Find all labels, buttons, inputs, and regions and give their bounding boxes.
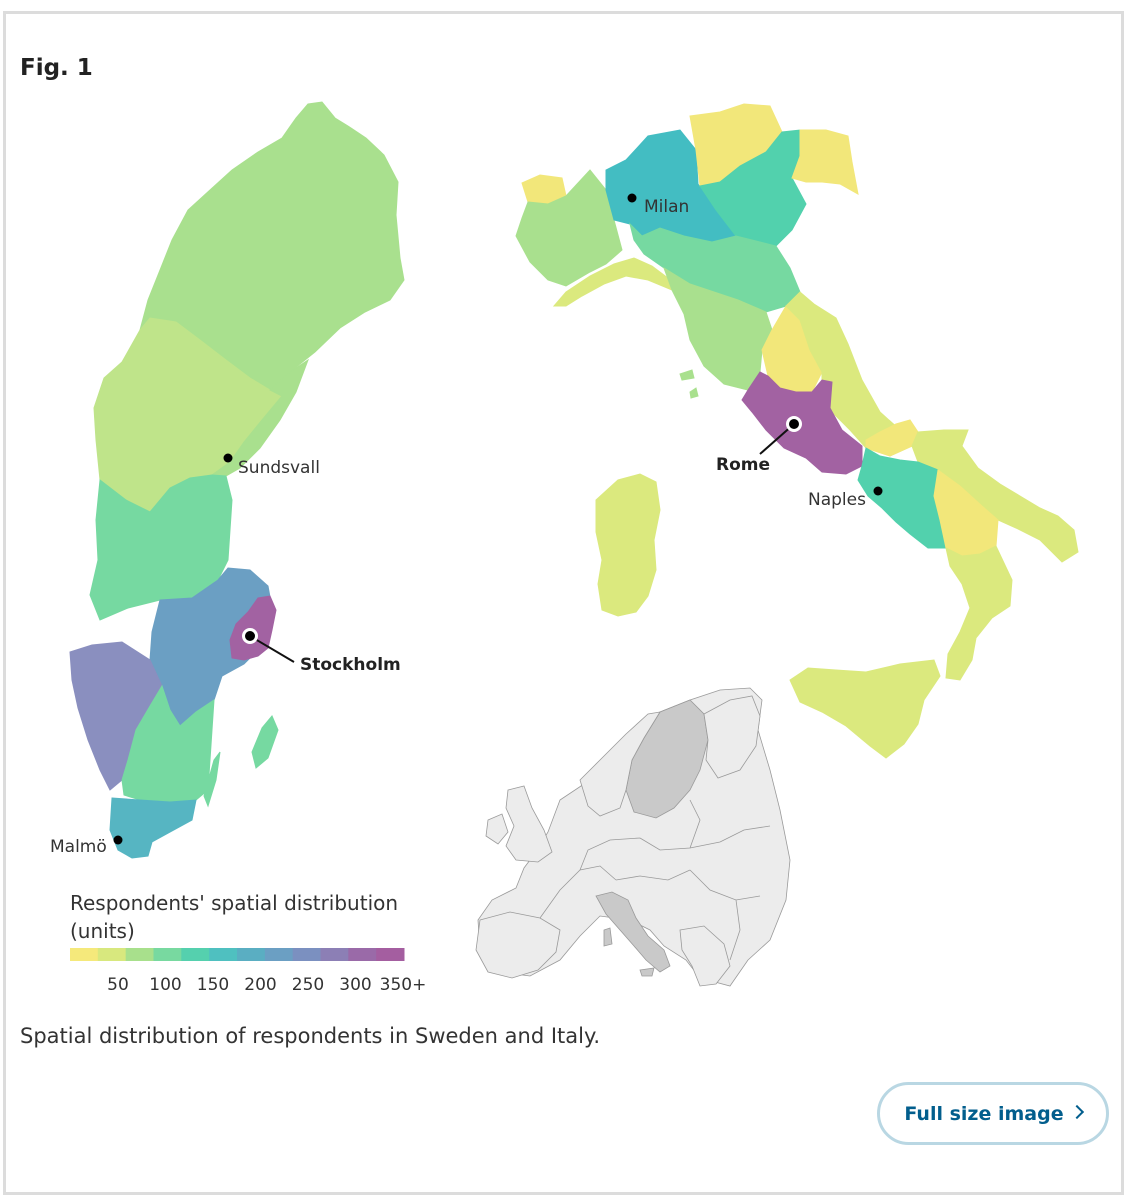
legend-swatch <box>209 948 238 961</box>
marker-malmo <box>113 835 123 845</box>
chevron-right-icon <box>1069 1104 1084 1119</box>
legend-swatch <box>70 948 99 961</box>
region-dalarna <box>89 474 233 621</box>
legend-swatch <box>292 948 321 961</box>
legend-swatch <box>376 948 405 961</box>
legend-color-bar <box>70 948 405 961</box>
legend: Respondents' spatial distribution (units… <box>70 891 426 995</box>
figure-label: Fig. 1 <box>20 55 93 81</box>
legend-tick-label: 250 <box>292 975 324 995</box>
europe-italy <box>595 891 671 973</box>
full-size-image-label: Full size image <box>904 1102 1064 1125</box>
label-sundsvall: Sundsvall <box>238 458 320 478</box>
marker-milan <box>627 193 637 203</box>
island-sicily <box>789 659 941 759</box>
sweden-map <box>69 101 405 859</box>
legend-swatch <box>237 948 266 961</box>
europe-sicily <box>639 967 655 977</box>
region-friuli <box>791 129 859 195</box>
island-gotland <box>251 715 279 769</box>
italy-map <box>515 103 1079 759</box>
europe-norway <box>579 711 661 817</box>
legend-swatch <box>320 948 349 961</box>
full-size-image-button[interactable]: Full size image <box>877 1082 1109 1145</box>
legend-tick-label: 200 <box>244 975 276 995</box>
marker-sundsvall <box>223 453 233 463</box>
legend-swatch <box>153 948 182 961</box>
label-naples: Naples <box>808 490 866 510</box>
island-sardinia <box>595 473 661 617</box>
region-piemonte <box>515 169 623 287</box>
legend-ticks: 50 100 150 200 250 300 350+ <box>107 975 426 995</box>
europe-finland <box>703 695 761 779</box>
figure-caption: Spatial distribution of respondents in S… <box>20 1024 601 1048</box>
europe-ireland <box>485 813 509 845</box>
marker-naples <box>873 486 883 496</box>
legend-tick-label: 350+ <box>380 975 427 995</box>
label-rome: Rome <box>716 455 770 475</box>
europe-inset-map <box>475 687 791 987</box>
island-corsica-gap <box>689 387 699 399</box>
label-milan: Milan <box>644 197 689 217</box>
legend-swatch <box>264 948 294 961</box>
region-molise <box>865 419 919 457</box>
legend-tick-label: 150 <box>197 975 229 995</box>
europe-sardinia <box>603 927 613 947</box>
legend-swatch <box>125 948 154 961</box>
region-lazio <box>741 371 863 475</box>
europe-balkans <box>679 925 731 987</box>
region-vasternorrland <box>210 358 310 477</box>
legend-swatch <box>348 948 377 961</box>
legend-tick-label: 300 <box>339 975 371 995</box>
europe-borders <box>539 799 771 961</box>
marker-rome-dot <box>789 419 799 429</box>
legend-swatch <box>97 948 127 961</box>
legend-title: Respondents' spatial distribution <box>70 891 398 915</box>
island-oland <box>203 751 221 808</box>
label-stockholm: Stockholm <box>300 655 401 675</box>
region-calabria <box>945 545 1013 681</box>
region-skane <box>109 797 197 859</box>
map-figure: Sundsvall Stockholm Malmö Milan Rome Nap… <box>50 101 1079 995</box>
europe-iberia <box>475 911 561 979</box>
legend-swatch <box>181 948 210 961</box>
marker-stockholm-dot <box>245 631 255 641</box>
city-markers: Sundsvall Stockholm Malmö Milan Rome Nap… <box>50 193 883 857</box>
europe-uk <box>505 785 553 863</box>
leader-stockholm <box>249 635 295 663</box>
island-elba <box>679 369 695 381</box>
legend-tick-label: 50 <box>107 975 129 995</box>
legend-subtitle: (units) <box>70 919 135 943</box>
legend-tick-label: 100 <box>149 975 181 995</box>
label-malmo: Malmö <box>50 837 107 857</box>
